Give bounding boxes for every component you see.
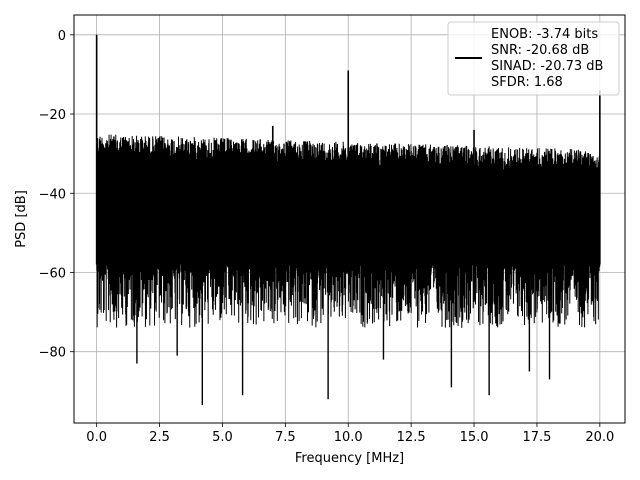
x-tick-label: 10.0	[334, 430, 363, 445]
legend-entry-line-4: SFDR: 1.68	[491, 75, 563, 90]
y-tick-label: −80	[39, 346, 66, 361]
psd-series	[95, 34, 601, 406]
x-axis-label: Frequency [MHz]	[295, 451, 404, 466]
x-tick-label: 2.5	[149, 430, 170, 445]
x-tick-label: 20.0	[585, 430, 614, 445]
x-axis-ticks: 0.0 2.5 5.0 7.5 10.0 12.5 15.0 17.5 20.0	[86, 423, 614, 445]
x-tick-label: 17.5	[522, 430, 551, 445]
x-tick-label: 7.5	[275, 430, 296, 445]
y-axis-ticks: 0 −20 −40 −60 −80	[39, 29, 74, 361]
y-tick-label: −60	[39, 266, 66, 281]
x-tick-label: 0.0	[86, 430, 107, 445]
y-axis-label: PSD [dB]	[14, 190, 29, 248]
x-tick-label: 12.5	[397, 430, 426, 445]
y-tick-label: −20	[39, 108, 66, 123]
legend-entry-line-3: SINAD: -20.73 dB	[491, 59, 603, 74]
y-tick-label: 0	[58, 29, 66, 44]
x-tick-label: 5.0	[212, 430, 233, 445]
legend-box	[447, 21, 620, 96]
legend-entry-line-2: SNR: -20.68 dB	[491, 43, 589, 58]
y-tick-label: −40	[39, 187, 66, 202]
legend-entry-line-1: ENOB: -3.74 bits	[491, 27, 598, 42]
x-tick-label: 15.0	[460, 430, 489, 445]
plot-frame	[73, 14, 626, 424]
legend: ENOB: -3.74 bits SNR: -20.68 dB SINAD: -…	[447, 21, 620, 96]
